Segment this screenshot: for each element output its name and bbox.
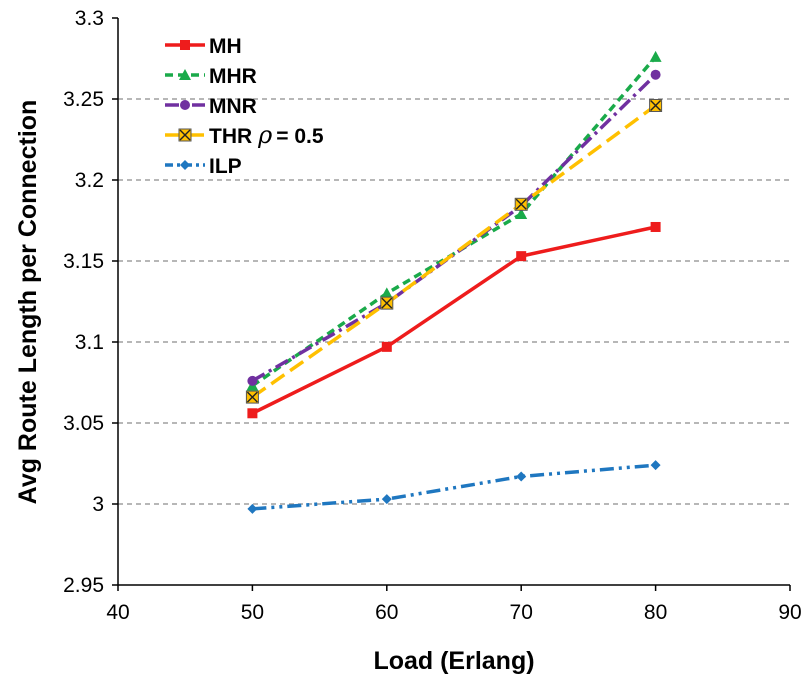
mh-marker bbox=[516, 251, 527, 262]
y-tick-label: 3 bbox=[92, 493, 104, 516]
x-tick-label: 40 bbox=[106, 601, 129, 624]
series-mnr bbox=[247, 69, 661, 386]
mh-marker bbox=[180, 40, 190, 50]
x-tick-label: 70 bbox=[510, 601, 533, 624]
legend-item-thr: THR ρ = 0.5 bbox=[165, 121, 324, 149]
thr-marker bbox=[514, 197, 528, 211]
series-mh bbox=[247, 221, 661, 419]
mh-marker bbox=[247, 408, 258, 419]
mnr-marker bbox=[180, 100, 190, 110]
y-tick-label: 3.15 bbox=[63, 250, 104, 273]
x-tick-label: 90 bbox=[778, 601, 801, 624]
x-tick-label: 60 bbox=[375, 601, 398, 624]
thr-marker bbox=[245, 390, 259, 404]
thr-marker bbox=[649, 98, 663, 112]
mnr-marker bbox=[247, 375, 258, 386]
thr-line bbox=[251, 104, 657, 399]
axes bbox=[117, 18, 790, 586]
legend-item-mhr: MHR bbox=[165, 65, 257, 88]
mnr-line bbox=[251, 73, 657, 383]
legend-label: THR ρ = 0.5 bbox=[209, 121, 324, 149]
x-tick-label: 80 bbox=[644, 601, 667, 624]
x-axis-ticks: 40 50 60 70 80 90 bbox=[106, 585, 802, 624]
y-tick-label: 2.95 bbox=[63, 574, 104, 597]
mhr-line bbox=[251, 55, 657, 388]
ilp-marker bbox=[650, 460, 661, 471]
mh-marker bbox=[650, 221, 661, 232]
series-mhr bbox=[246, 50, 662, 391]
legend-label: MHR bbox=[209, 65, 257, 88]
y-axis-title: Avg Route Length per Connection bbox=[14, 100, 42, 505]
mhr-marker bbox=[179, 69, 191, 80]
ilp-marker bbox=[516, 471, 527, 482]
x-axis-title: Load (Erlang) bbox=[373, 647, 534, 675]
ilp-line bbox=[252, 463, 656, 511]
mhr-marker bbox=[515, 208, 528, 220]
y-tick-label: 3.2 bbox=[75, 169, 104, 192]
legend-item-mnr: MNR bbox=[165, 95, 257, 118]
series-ilp bbox=[247, 460, 661, 514]
mnr-marker bbox=[650, 69, 661, 80]
thr-marker bbox=[178, 128, 192, 142]
ilp-marker bbox=[180, 160, 190, 170]
series-group bbox=[245, 50, 663, 514]
x-tick-label: 50 bbox=[241, 601, 264, 624]
legend: MH MHR MNR THR ρ = 0.5 ILP bbox=[165, 35, 324, 178]
mh-line bbox=[251, 225, 656, 415]
legend-item-mh: MH bbox=[165, 35, 242, 58]
mh-marker bbox=[381, 341, 392, 352]
ilp-marker bbox=[381, 494, 392, 505]
y-axis-ticks: 2.95 3 3.05 3.1 3.15 3.2 3.25 3.3 bbox=[63, 7, 118, 597]
y-tick-label: 3.1 bbox=[75, 331, 104, 354]
legend-label: MNR bbox=[209, 95, 257, 118]
y-tick-label: 3.3 bbox=[75, 7, 104, 30]
ilp-marker bbox=[247, 503, 258, 514]
series-thr bbox=[245, 98, 663, 404]
legend-label: ILP bbox=[209, 155, 242, 178]
mhr-marker bbox=[380, 287, 393, 299]
legend-label: MH bbox=[209, 35, 242, 58]
thr-marker bbox=[380, 296, 394, 310]
gridlines bbox=[118, 98, 790, 505]
legend-item-ilp: ILP bbox=[165, 155, 242, 178]
mhr-marker bbox=[649, 50, 662, 62]
y-tick-label: 3.05 bbox=[63, 412, 104, 435]
y-tick-label: 3.25 bbox=[63, 88, 104, 111]
